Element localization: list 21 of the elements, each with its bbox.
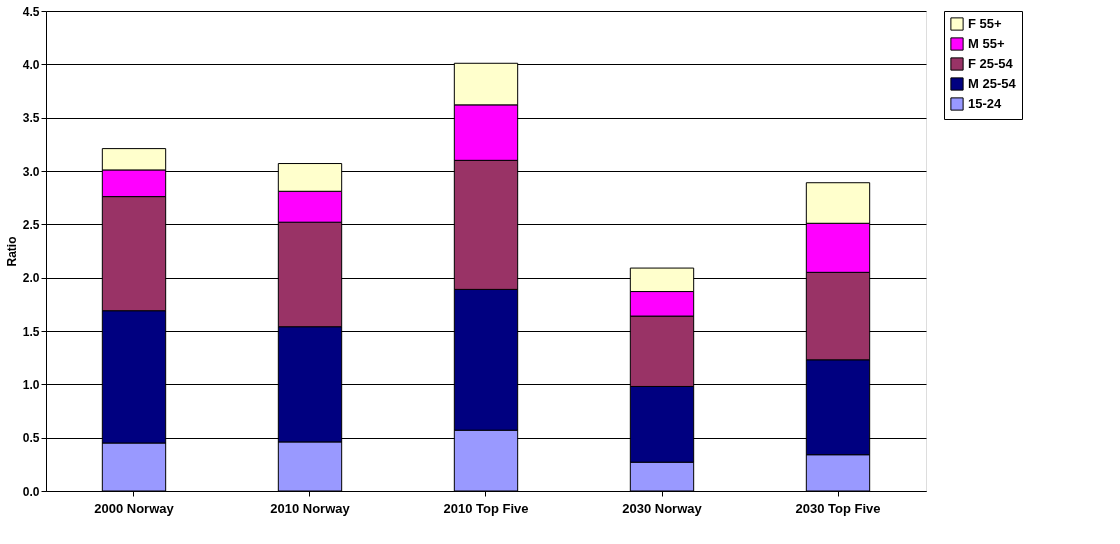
legend-label: F 55+ [968,16,1003,31]
legend-label: 15-24 [968,96,1003,111]
y-tick-label: 2.5 [22,217,40,232]
legend-label: M 55+ [968,36,1005,51]
x-tick-label: 2030 Norway [622,500,703,516]
y-tick-label: 3.0 [22,164,40,179]
legend-label: F 25-54 [968,56,1014,71]
y-tick-label: 0.0 [22,484,40,499]
y-axis-title: Ratio [4,236,19,267]
y-tick-label: 1.0 [22,377,40,392]
y-tick-label: 1.5 [22,324,40,339]
y-tick-label: 4.5 [22,4,40,19]
y-tick-label: 4.0 [22,57,40,72]
x-tick-label: 2000 Norway [94,500,175,516]
x-tick-label: 2030 Top Five [795,500,881,516]
y-tick-label: 0.5 [22,431,40,446]
y-tick-label: 2.0 [22,271,40,286]
x-tick-label: 2010 Norway [270,500,351,516]
x-tick-label: 2010 Top Five [443,500,529,516]
legend-label: M 25-54 [968,76,1017,91]
y-tick-label: 3.5 [22,111,40,126]
